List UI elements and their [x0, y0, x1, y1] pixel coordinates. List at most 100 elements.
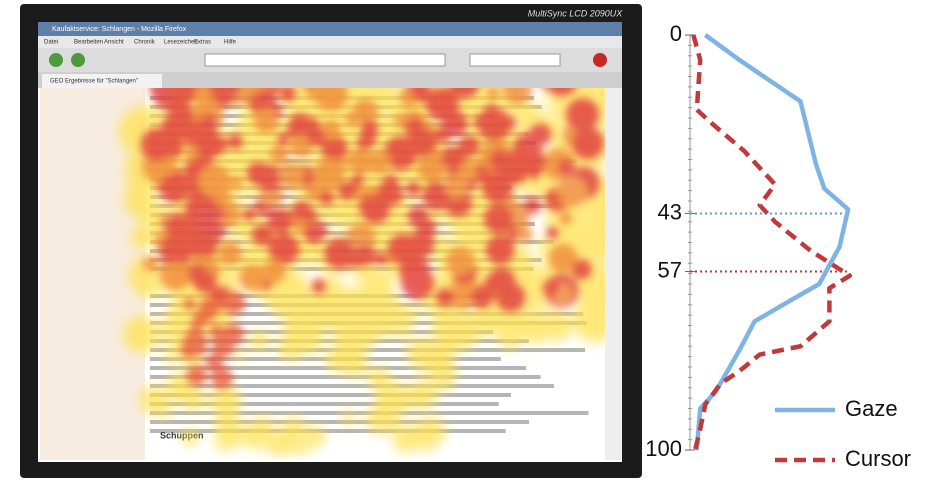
scrollbar	[605, 88, 622, 460]
heat-spot	[524, 197, 541, 214]
heat-spot	[239, 265, 265, 291]
heat-spot	[278, 162, 305, 189]
heat-spot	[268, 208, 293, 233]
forward-button[interactable]	[71, 53, 85, 67]
heat-spot	[247, 162, 270, 185]
heat-spot	[184, 298, 196, 310]
heat-spot	[415, 419, 428, 432]
heat-spot	[402, 94, 416, 108]
heat-spot	[184, 161, 200, 177]
heat-spot	[277, 133, 289, 145]
heat-spot	[557, 177, 587, 207]
menu-item: Extras	[194, 40, 211, 46]
y-tick-label: 0	[670, 21, 682, 46]
y-tick-label: 100	[645, 436, 682, 461]
heat-spot	[355, 244, 376, 265]
y-tick-label: 43	[658, 199, 682, 224]
heat-spot	[233, 349, 245, 361]
text-line	[150, 384, 554, 388]
heat-spot	[312, 222, 328, 238]
heat-spot	[195, 336, 207, 348]
heat-spot	[262, 260, 285, 283]
heat-spot	[162, 262, 189, 289]
heat-spot	[446, 247, 475, 276]
heat-spot	[487, 87, 500, 100]
heat-spot	[358, 194, 381, 217]
heat-spot	[375, 416, 390, 431]
menu-item: Datei	[44, 40, 58, 46]
y-tick-label: 57	[658, 257, 682, 282]
heat-spot	[201, 298, 212, 309]
heat-spot	[190, 196, 220, 226]
heat-spot	[571, 127, 604, 160]
heat-spot	[341, 411, 355, 425]
heat-spot	[401, 266, 434, 299]
heat-spot	[519, 312, 550, 343]
heat-spot	[346, 150, 367, 171]
heat-spot	[438, 379, 450, 391]
legend-label: Cursor	[845, 446, 911, 471]
window-title: Kaufaktservice: Schlangen - Mozilla Fire…	[52, 26, 187, 33]
heat-spot	[404, 117, 424, 137]
heat-spot	[361, 120, 379, 138]
heat-spot	[222, 291, 245, 314]
heat-spot	[214, 328, 236, 350]
heat-spot	[266, 432, 290, 456]
figure: MultiSync LCD 2090UX Kaufaktservice: Sch…	[0, 0, 951, 480]
heat-spot	[431, 312, 454, 335]
heat-spot	[249, 330, 269, 350]
stop-button[interactable]	[593, 53, 607, 67]
heat-spot	[419, 438, 433, 452]
series-line	[693, 35, 849, 450]
heat-spot	[304, 426, 325, 447]
heat-spot	[383, 175, 399, 191]
heat-spot	[368, 367, 391, 390]
heat-spot	[582, 298, 608, 324]
menu-item: Chronik	[134, 40, 156, 46]
heat-spot	[393, 426, 420, 453]
heat-spot	[252, 225, 273, 246]
address-bar[interactable]	[205, 54, 445, 66]
heat-spot	[287, 323, 302, 338]
heat-spot	[143, 256, 159, 272]
heat-spot	[243, 208, 256, 221]
heat-spot	[385, 388, 411, 414]
heat-spot	[546, 227, 559, 240]
legend-label: Gaze	[845, 396, 898, 421]
heat-spot	[445, 176, 468, 199]
heat-spot	[292, 201, 312, 221]
heat-spot	[319, 190, 334, 205]
heat-spot	[254, 109, 279, 134]
menu-bar	[38, 36, 622, 48]
tab-label: GEO Ergebnisse für "Schlangen"	[50, 79, 138, 85]
heat-spot	[436, 288, 455, 307]
menu-item: Ansicht	[104, 40, 124, 46]
heat-spot	[388, 234, 418, 264]
heat-spot	[218, 242, 242, 266]
heat-spot	[473, 115, 486, 128]
heat-spot	[164, 349, 179, 364]
heat-spot	[278, 337, 302, 361]
heat-spot	[321, 135, 347, 161]
heat-spot	[367, 150, 391, 174]
heat-spot	[407, 338, 438, 369]
heat-spot	[406, 182, 421, 197]
heat-spot	[198, 165, 230, 197]
text-line	[150, 375, 541, 379]
back-button[interactable]	[49, 53, 63, 67]
menu-item: Bearbeiten	[74, 40, 103, 46]
heat-spot	[351, 174, 363, 186]
heat-spot	[375, 252, 388, 265]
heat-spot	[517, 227, 532, 242]
heat-spot	[559, 212, 572, 225]
heat-spot	[137, 273, 158, 294]
heat-spot	[160, 173, 190, 203]
heat-spot	[162, 113, 191, 142]
heat-spot	[182, 429, 199, 446]
heat-spot	[269, 233, 300, 264]
search-bar[interactable]	[470, 54, 560, 66]
heat-spot	[313, 158, 345, 190]
heat-spot	[486, 235, 515, 264]
heat-spot	[435, 126, 452, 143]
heat-spot	[325, 345, 352, 372]
